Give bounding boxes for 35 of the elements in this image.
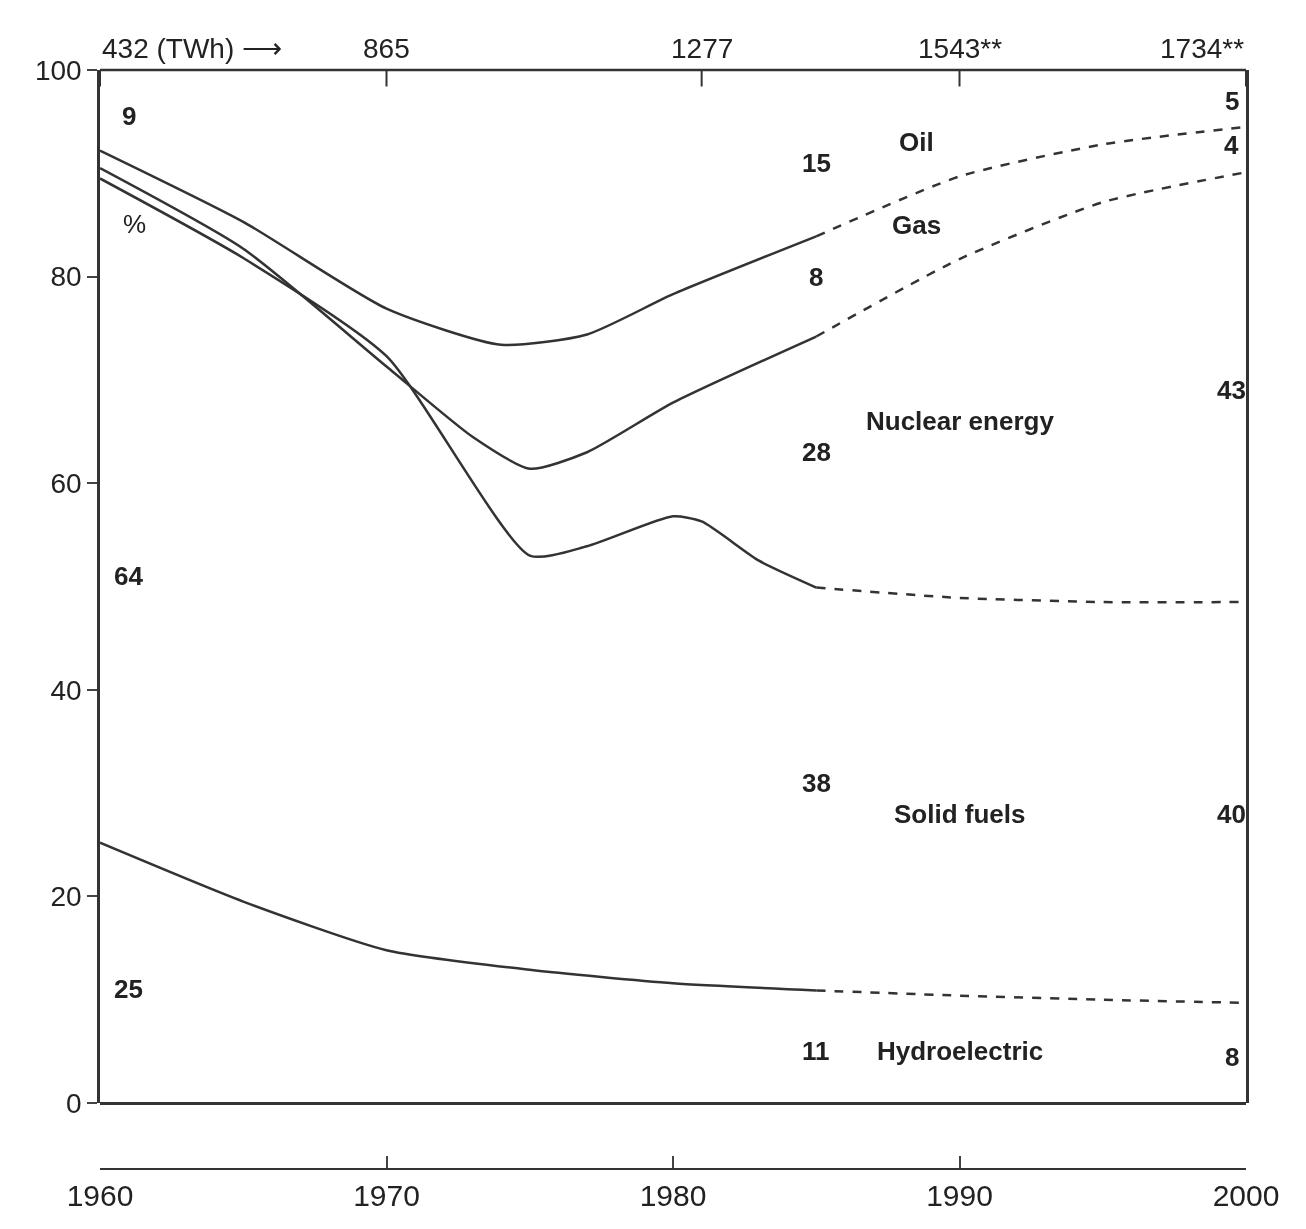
text: 432 (TWh) ⟶ [102, 33, 283, 64]
annotation: 5 [1225, 86, 1240, 116]
annotation: 15 [802, 148, 831, 178]
text: 1734** [1160, 33, 1245, 64]
y-tick-label: 80 [50, 261, 82, 293]
annotation: Gas [892, 210, 942, 240]
annotation: 40 [1217, 799, 1246, 829]
y-axis-title: % [123, 209, 147, 239]
annotation: 4 [1224, 130, 1239, 160]
x-tick-label: 1960 [66, 1179, 134, 1212]
annotation: Hydroelectric [877, 1036, 1044, 1066]
annotation: 28 [802, 437, 831, 467]
x-tick-label: 1970 [353, 1179, 420, 1212]
annotation: Nuclear energy [866, 406, 1055, 436]
annotation: 25 [114, 974, 143, 1004]
y-tick-label: 40 [50, 674, 82, 706]
annotation: 9 [122, 101, 137, 131]
annotation: 38 [802, 768, 831, 798]
annotation: Solid fuels [894, 799, 1026, 829]
text: 1277 [671, 33, 734, 64]
y-tick-label: 100 [34, 54, 82, 86]
x-tick-label: 1980 [639, 1179, 707, 1212]
annotation: 43 [1217, 375, 1246, 405]
x-tick-label: 2000 [1212, 1179, 1280, 1212]
annotation: 11 [802, 1036, 830, 1066]
text: 1543** [918, 33, 1003, 64]
annotation: Oil [899, 127, 934, 157]
text: 865 [363, 33, 410, 64]
y-tick-label: 0 [66, 1087, 82, 1119]
y-tick-label: 20 [50, 881, 82, 913]
y-tick-label: 60 [50, 468, 82, 500]
annotation: 8 [809, 262, 824, 292]
annotation: 8 [1225, 1042, 1240, 1072]
x-tick-label: 1990 [926, 1179, 993, 1212]
annotation: 64 [114, 561, 144, 591]
